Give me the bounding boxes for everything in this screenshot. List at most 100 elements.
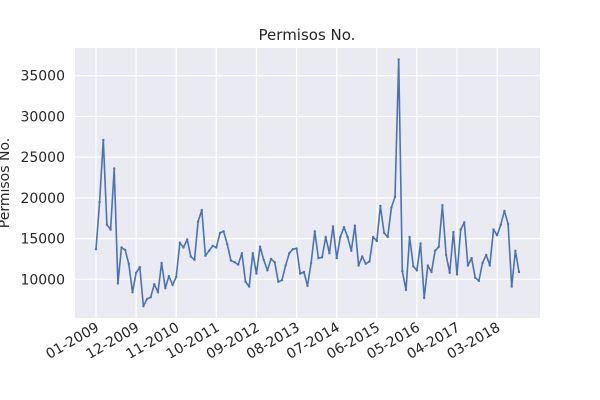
data-point bbox=[156, 291, 160, 294]
data-point bbox=[102, 138, 105, 142]
data-point bbox=[178, 241, 182, 244]
data-point bbox=[488, 264, 491, 267]
data-point bbox=[131, 291, 134, 294]
chart-title: Permisos No. bbox=[259, 26, 356, 44]
data-point bbox=[105, 223, 109, 226]
data-point bbox=[288, 252, 291, 255]
data-point bbox=[452, 230, 455, 234]
data-point bbox=[248, 285, 251, 288]
data-point bbox=[215, 246, 218, 249]
data-point bbox=[186, 238, 189, 241]
data-point bbox=[477, 279, 481, 283]
data-point bbox=[149, 296, 152, 299]
data-point bbox=[295, 247, 298, 250]
data-point bbox=[193, 258, 196, 261]
data-point bbox=[113, 167, 116, 170]
data-point bbox=[444, 253, 448, 257]
y-tick-label: 20000 bbox=[20, 191, 65, 207]
data-point bbox=[299, 272, 302, 275]
data-point bbox=[506, 222, 510, 226]
data-point bbox=[98, 200, 101, 204]
data-point bbox=[393, 195, 397, 199]
data-point bbox=[320, 256, 324, 259]
data-point bbox=[328, 252, 331, 255]
data-point bbox=[207, 249, 211, 252]
data-point bbox=[258, 245, 262, 248]
y-axis-ticks: 10000 15000 20000 25000 30000 35000 bbox=[20, 69, 65, 289]
data-point bbox=[309, 261, 313, 265]
data-point bbox=[503, 209, 506, 213]
data-point bbox=[466, 264, 470, 267]
data-point bbox=[313, 230, 316, 233]
data-point bbox=[339, 235, 342, 239]
data-point bbox=[430, 270, 433, 274]
data-point bbox=[495, 234, 499, 237]
data-point bbox=[335, 256, 338, 260]
data-point bbox=[109, 228, 112, 231]
data-point bbox=[240, 252, 244, 255]
data-point bbox=[153, 283, 156, 286]
data-point bbox=[280, 278, 284, 282]
data-point bbox=[94, 248, 98, 251]
grid-lines bbox=[75, 48, 540, 318]
data-point bbox=[244, 280, 247, 283]
data-point bbox=[324, 235, 327, 239]
data-point bbox=[415, 269, 419, 272]
data-point bbox=[251, 252, 254, 255]
plot-area bbox=[75, 48, 540, 318]
data-point bbox=[116, 282, 120, 285]
data-point bbox=[222, 230, 225, 233]
data-point bbox=[266, 269, 269, 272]
data-point bbox=[382, 231, 386, 235]
y-tick-label: 10000 bbox=[20, 272, 65, 288]
data-points bbox=[94, 58, 521, 308]
data-point bbox=[386, 235, 389, 239]
x-axis-ticks: 01-200912-200911-201010-201109-201208-20… bbox=[43, 320, 503, 363]
data-point bbox=[492, 228, 495, 231]
data-point bbox=[437, 245, 440, 248]
data-point bbox=[171, 283, 174, 287]
data-point bbox=[419, 242, 422, 245]
data-point bbox=[124, 248, 127, 252]
data-point bbox=[226, 243, 229, 246]
data-point bbox=[196, 220, 200, 223]
data-point bbox=[371, 235, 375, 239]
data-point bbox=[229, 259, 233, 262]
data-point bbox=[470, 256, 473, 260]
y-axis-label: Permisos No. bbox=[0, 138, 13, 228]
data-point bbox=[200, 208, 203, 212]
data-point bbox=[499, 223, 502, 226]
data-point bbox=[233, 261, 236, 264]
data-point bbox=[404, 288, 408, 292]
data-point bbox=[189, 255, 192, 258]
data-point bbox=[211, 244, 214, 248]
y-tick-label: 30000 bbox=[20, 109, 65, 125]
data-point bbox=[306, 284, 309, 287]
data-point bbox=[269, 257, 273, 261]
data-point bbox=[474, 276, 477, 279]
data-point bbox=[514, 249, 517, 252]
data-point bbox=[164, 287, 167, 290]
data-point bbox=[408, 235, 411, 239]
data-point bbox=[120, 246, 123, 249]
y-tick-label: 35000 bbox=[20, 69, 65, 85]
data-point bbox=[397, 58, 400, 61]
data-point bbox=[218, 231, 222, 235]
data-point bbox=[134, 271, 138, 274]
data-point bbox=[127, 262, 130, 265]
data-point bbox=[401, 270, 404, 273]
data-point bbox=[481, 261, 484, 265]
data-point bbox=[204, 254, 207, 257]
data-point bbox=[463, 221, 466, 224]
data-point bbox=[145, 297, 149, 301]
data-point bbox=[262, 258, 265, 261]
data-point bbox=[459, 228, 462, 231]
data-point bbox=[317, 256, 320, 260]
data-point bbox=[441, 204, 444, 207]
data-point bbox=[175, 275, 178, 279]
data-point bbox=[448, 271, 451, 274]
data-point bbox=[361, 255, 364, 258]
data-point bbox=[485, 253, 488, 257]
y-tick-label: 25000 bbox=[20, 150, 65, 166]
